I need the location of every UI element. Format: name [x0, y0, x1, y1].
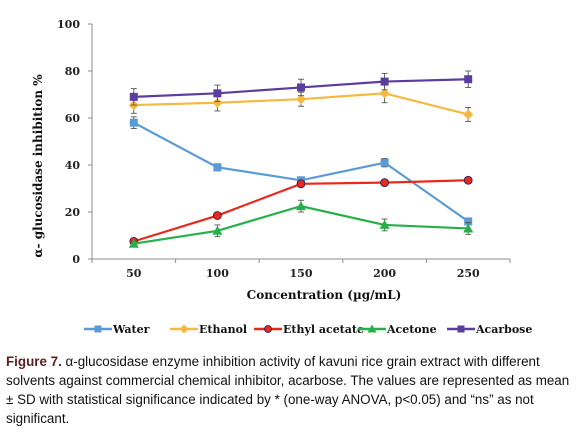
x-tick-label: 150	[290, 267, 313, 280]
series-acetone	[128, 199, 474, 248]
chart-axes	[91, 24, 510, 260]
legend-item-ethanol: Ethanol	[170, 323, 247, 336]
legend-item-water: Water	[84, 323, 150, 336]
legend-item-acetone: Acetone	[358, 323, 437, 336]
y-axis-title: α- glucosidase inhibition %	[31, 74, 45, 258]
y-axis-ticks: 0 20 40 60 80 100	[57, 18, 92, 266]
x-tick-label: 200	[373, 267, 396, 280]
caption-text: α-glucosidase enzyme inhibition activity…	[6, 354, 570, 426]
legend-label: Ethanol	[199, 323, 247, 336]
data-point-acarbose	[129, 92, 138, 101]
data-point-ethyl-acetate	[380, 178, 390, 188]
data-point-ethyl-acetate	[463, 175, 473, 185]
y-tick-label: 60	[65, 112, 81, 125]
series-layer	[128, 70, 474, 248]
data-point-water	[464, 217, 473, 226]
legend-swatch-marker	[367, 324, 377, 333]
legend-label: Acetone	[386, 323, 437, 336]
data-point-acarbose	[464, 75, 473, 84]
data-point-water	[213, 163, 222, 172]
series-ethanol	[128, 83, 474, 122]
legend: Water Ethanol Ethyl acetate Acetone Acarbose	[84, 323, 532, 336]
data-point-ethanol	[296, 94, 306, 105]
data-point-acarbose	[297, 83, 305, 92]
legend-swatch-marker	[264, 325, 272, 333]
y-tick-label: 40	[65, 159, 81, 172]
legend-label: Ethyl acetate	[283, 323, 364, 336]
data-point-acarbose	[213, 89, 222, 98]
figure-caption: Figure 7. α-glucosidase enzyme inhibitio…	[6, 352, 574, 428]
legend-swatch-marker	[457, 325, 465, 333]
legend-swatch-marker	[94, 325, 102, 333]
data-point-ethanol	[379, 88, 390, 99]
data-point-ethanol	[463, 109, 474, 120]
data-point-acetone	[296, 201, 306, 211]
y-tick-label: 0	[72, 253, 80, 266]
x-axis-ticks: 50 100 150 200 250	[91, 259, 511, 280]
data-point-water	[380, 158, 389, 167]
data-point-water	[129, 118, 138, 127]
data-point-ethyl-acetate	[212, 211, 222, 220]
figure-label: Figure 7.	[6, 354, 62, 369]
x-axis-title: Concentration (µg/mL)	[247, 288, 402, 302]
legend-swatch-marker	[179, 324, 189, 334]
data-point-acetone	[212, 225, 223, 235]
y-tick-label: 100	[57, 18, 80, 31]
series-acarbose	[129, 70, 473, 106]
y-tick-label: 80	[65, 65, 81, 78]
data-point-acetone	[379, 219, 390, 229]
data-point-acetone	[463, 223, 474, 233]
x-tick-label: 50	[126, 267, 142, 280]
legend-item-ethyl-acetate: Ethyl acetate	[254, 323, 364, 336]
data-point-acetone	[128, 238, 139, 248]
x-tick-label: 100	[206, 267, 229, 280]
data-point-ethanol	[212, 97, 223, 108]
data-point-acarbose	[380, 77, 389, 86]
legend-label: Water	[112, 323, 150, 336]
x-tick-label: 250	[457, 267, 480, 280]
legend-item-acarbose: Acarbose	[447, 323, 532, 336]
y-tick-label: 20	[65, 206, 81, 219]
data-point-ethyl-acetate	[296, 179, 306, 189]
legend-label: Acarbose	[475, 323, 532, 336]
